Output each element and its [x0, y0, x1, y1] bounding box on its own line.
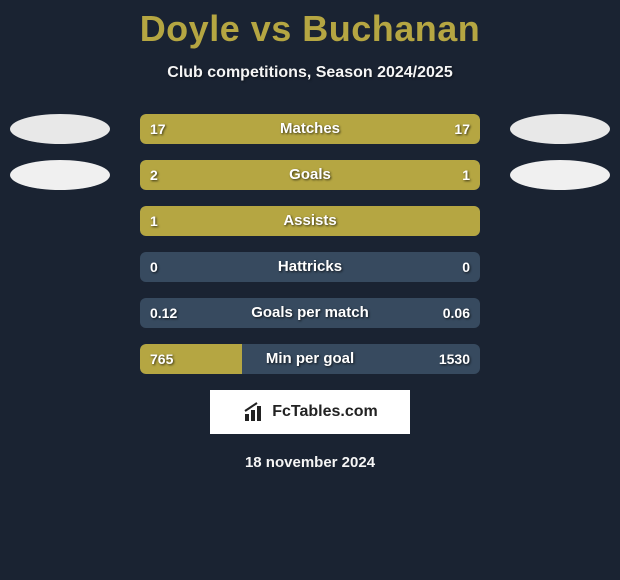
stat-value-left: 0	[150, 252, 158, 282]
date-text: 18 november 2024	[0, 454, 620, 471]
stat-bar-fill-left	[140, 160, 364, 190]
stat-bar-fill-right	[364, 160, 480, 190]
stat-value-right: 1530	[439, 344, 470, 374]
stat-row: 1717Matches	[10, 114, 610, 144]
stat-value-right: 0.06	[443, 298, 470, 328]
player-right-marker	[510, 160, 610, 190]
stat-bar-fill-left	[140, 114, 310, 144]
stat-value-right: 0	[462, 252, 470, 282]
stat-bar-track: 21Goals	[140, 160, 480, 190]
stat-bar-track: 1Assists	[140, 206, 480, 236]
stat-bar-fill-left	[140, 206, 480, 236]
stat-bar-track: 0 0Hattricks	[140, 252, 480, 282]
subtitle: Club competitions, Season 2024/2025	[0, 64, 620, 82]
brand-text: FcTables.com	[272, 403, 378, 421]
chart-icon	[242, 400, 266, 424]
brand-badge[interactable]: FcTables.com	[210, 390, 410, 434]
player-left-marker	[10, 160, 110, 190]
stat-bar-track: 1717Matches	[140, 114, 480, 144]
stat-bar-track: 0.12 0.06Goals per match	[140, 298, 480, 328]
comparison-area: 1717Matches 21Goals 1Assists 0 0Hattricks 0.1…	[0, 114, 620, 374]
stat-bar-fill-right	[310, 114, 480, 144]
stat-row: 0 0Hattricks	[10, 252, 610, 282]
stat-label: Hattricks	[140, 252, 480, 282]
player-left-marker	[10, 114, 110, 144]
stat-bar-track: 7651530Min per goal	[140, 344, 480, 374]
stat-row: 7651530Min per goal	[10, 344, 610, 374]
stat-row: 21Goals	[10, 160, 610, 190]
stat-row: 0.12 0.06Goals per match	[10, 298, 610, 328]
stat-label: Goals per match	[140, 298, 480, 328]
page-title: Doyle vs Buchanan	[0, 0, 620, 50]
stat-row: 1Assists	[10, 206, 610, 236]
player-right-marker	[510, 114, 610, 144]
stat-bar-fill-left	[140, 344, 242, 374]
stat-value-left: 0.12	[150, 298, 177, 328]
